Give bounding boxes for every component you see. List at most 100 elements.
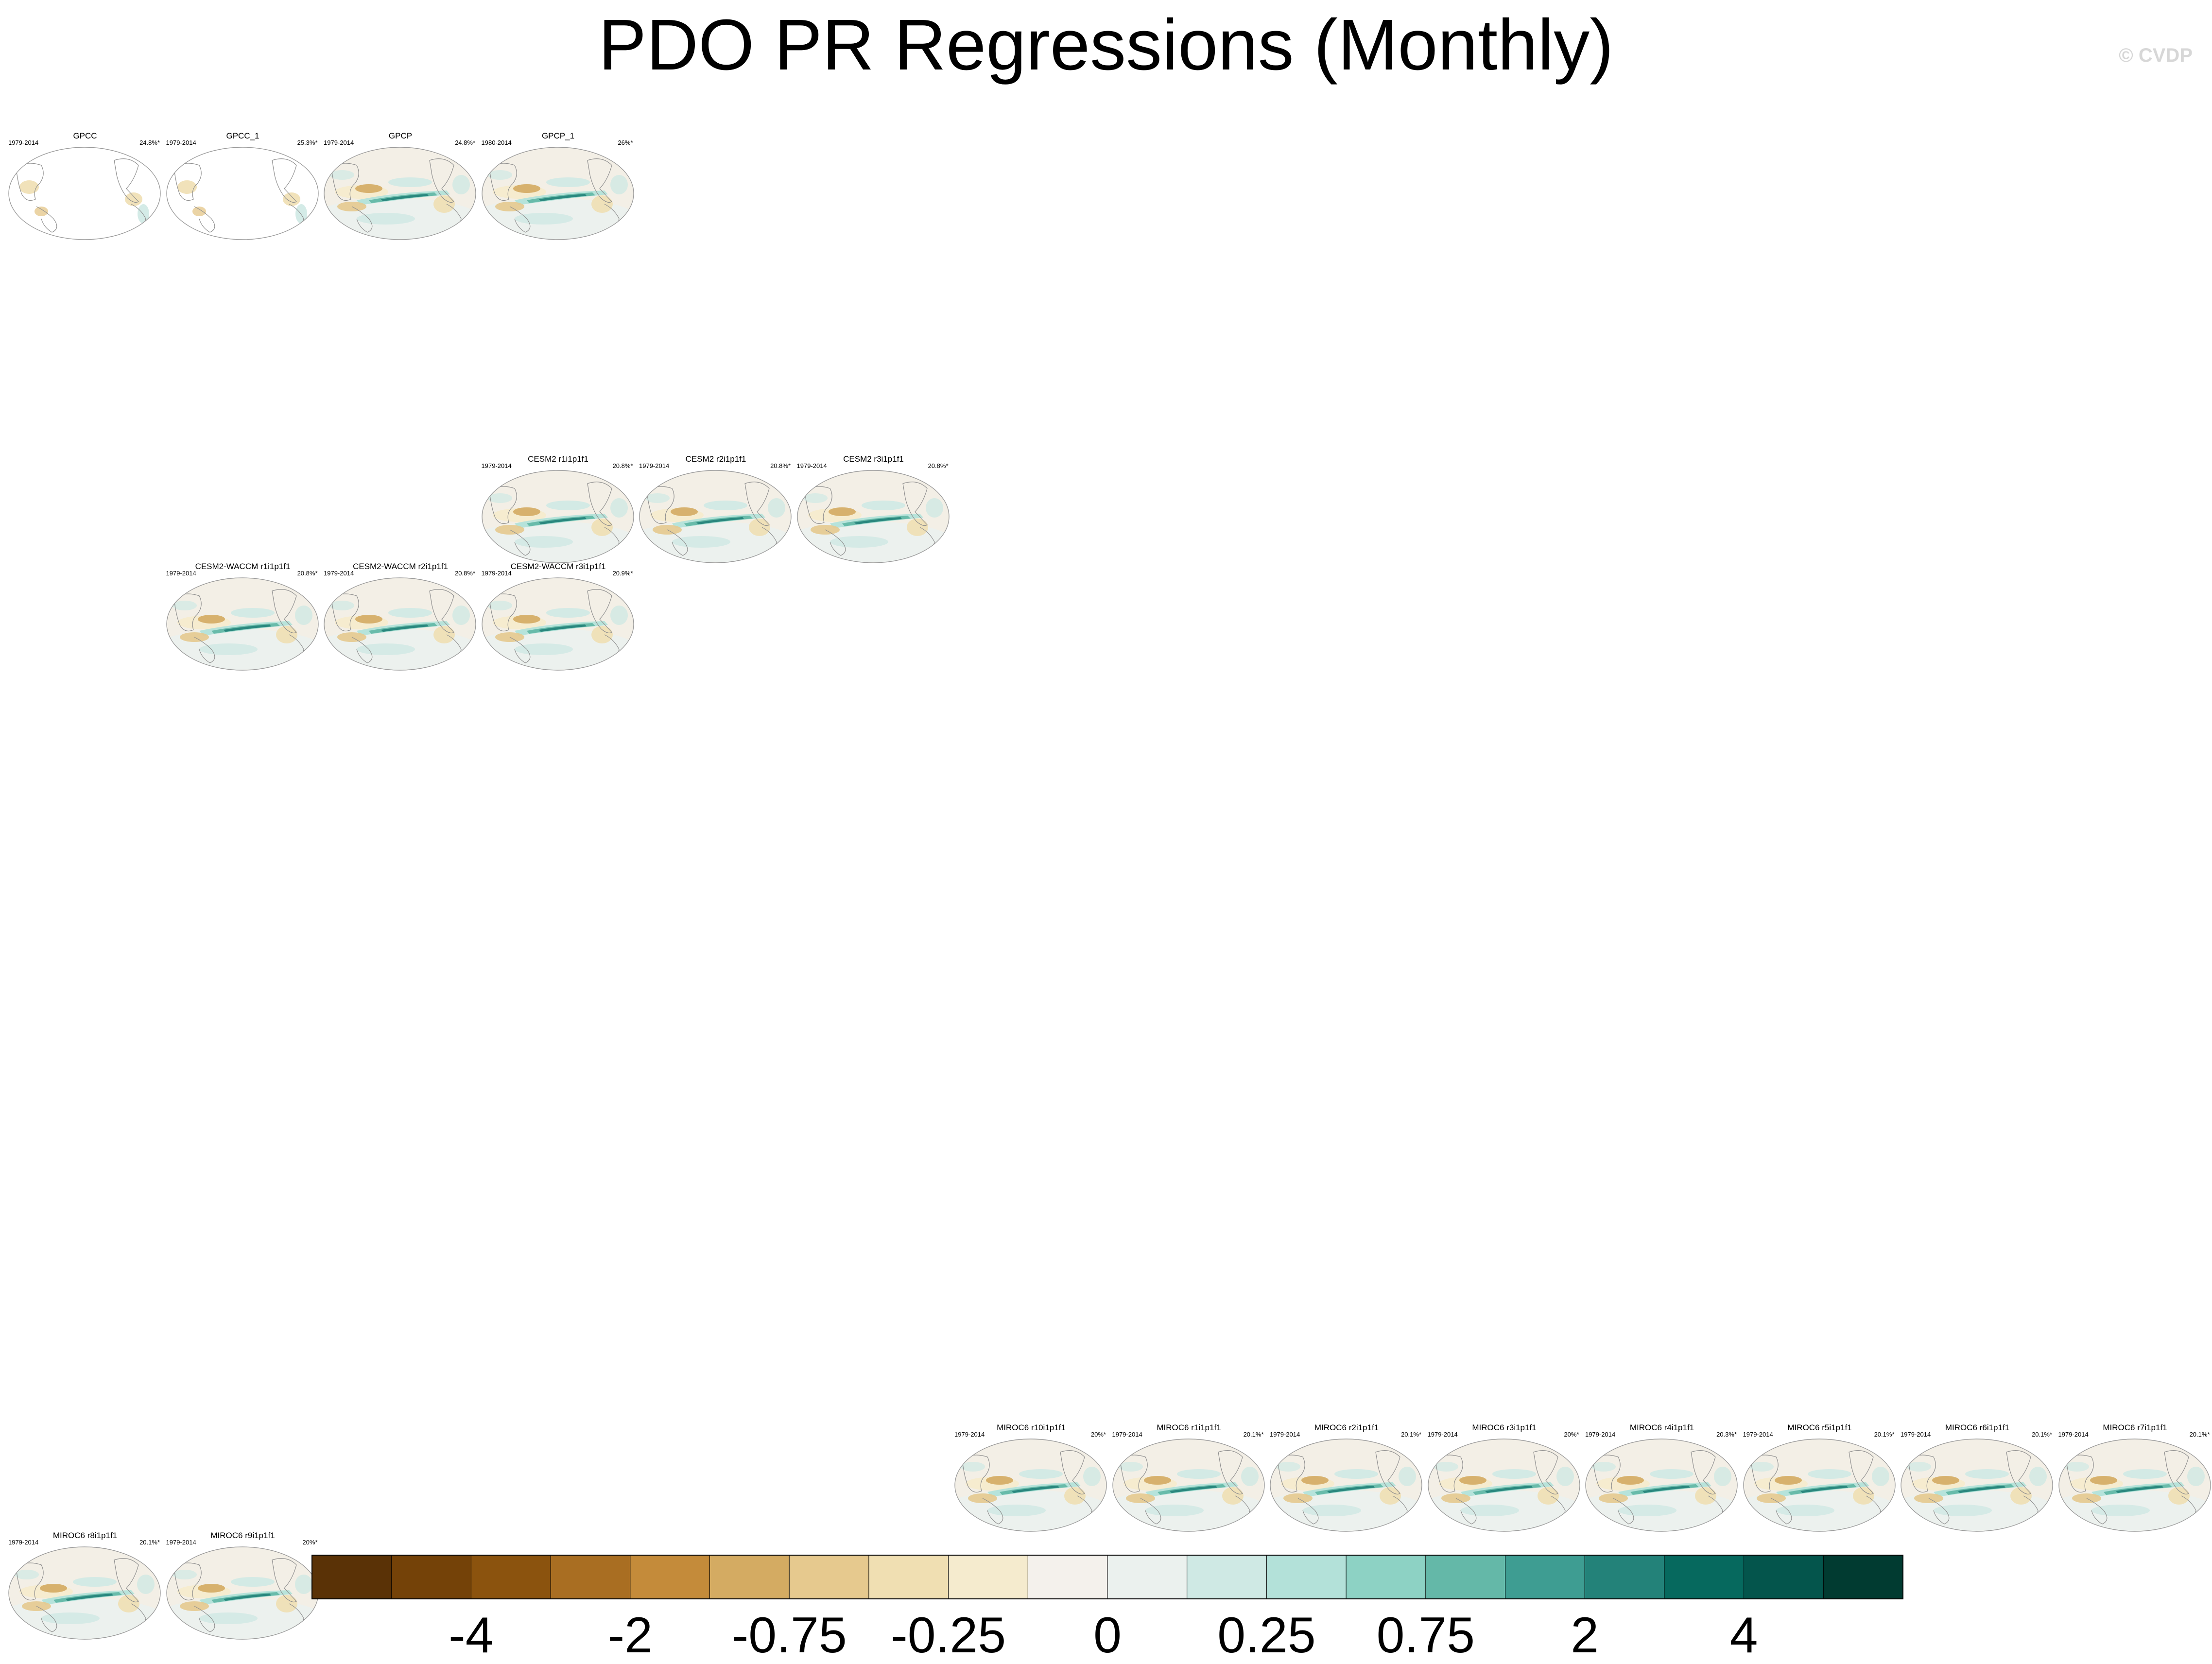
panel-title: MIROC6 r7i1p1f1 [2103,1423,2167,1432]
panel-years: 1979-2014 [481,570,512,577]
colorbar-swatch [1664,1555,1745,1599]
panel-map [1743,1439,1896,1532]
panel-percent: 24.8%* [455,139,475,146]
panel-percent: 26%* [618,139,633,146]
panel-title: MIROC6 r10i1p1f1 [997,1423,1066,1432]
panel-map [639,469,792,563]
colorbar-tick-label: -2 [608,1607,653,1664]
colorbar-tick-label: 2 [1571,1607,1599,1664]
panel-title: GPCP_1 [541,131,575,140]
map-panel: MIROC6 r8i1p1f1 1979-2014 20.1%* [7,1531,163,1643]
panel-years: 1979-2014 [481,462,512,469]
panel-percent: 24.8%* [139,139,160,146]
panel-map [8,1546,161,1640]
colorbar-swatch [551,1555,631,1599]
colorbar-swatch [391,1555,471,1599]
panel-map [481,577,634,671]
panel-map [324,147,476,240]
panel-years: 1980-2014 [481,139,512,146]
colorbar-swatch [1028,1555,1108,1599]
colorbar-swatch [1823,1555,1903,1599]
panel-years: 1979-2014 [639,462,670,469]
colorbar-swatch [1107,1555,1188,1599]
colorbar-swatch [630,1555,710,1599]
map-panel: MIROC6 r5i1p1f1 1979-2014 20.1%* [1742,1423,1898,1535]
colorbar-tick-label: 0.75 [1377,1607,1475,1664]
map-panel: CESM2 r3i1p1f1 1979-2014 20.8%* [796,454,951,566]
panel-percent: 25.3%* [297,139,318,146]
colorbar-swatch [1744,1555,1824,1599]
panel-percent: 20.8%* [928,462,949,469]
colorbar-swatch [471,1555,551,1599]
panel-years: 1979-2014 [796,462,827,469]
panel-title: CESM2 r2i1p1f1 [685,454,746,464]
panel-title: MIROC6 r5i1p1f1 [1787,1423,1852,1432]
panel-map [481,147,634,240]
panel-percent: 20%* [1090,1431,1106,1438]
panel-title: CESM2-WACCM r3i1p1f1 [510,562,606,571]
panel-map [1427,1439,1580,1532]
panel-years: 1979-2014 [1112,1431,1142,1438]
panel-years: 1979-2014 [1270,1431,1300,1438]
map-panel: MIROC6 r7i1p1f1 1979-2014 20.1%* [2057,1423,2212,1535]
panel-percent: 20.8%* [612,462,633,469]
panel-map [166,1546,319,1640]
colorbar-tick-label: -0.25 [891,1607,1006,1664]
panel-map [1112,1439,1265,1532]
panel-years: 1979-2014 [954,1431,985,1438]
map-panel: CESM2-WACCM r3i1p1f1 1979-2014 20.9%* [481,562,636,674]
map-panel: MIROC6 r9i1p1f1 1979-2014 20%* [165,1531,321,1643]
panel-years: 1979-2014 [8,1538,39,1546]
panel-percent: 20.1%* [1401,1431,1421,1438]
panel-years: 1979-2014 [1901,1431,1931,1438]
panel-years: 1979-2014 [1743,1431,1773,1438]
panel-percent: 20.8%* [297,570,318,577]
panel-years: 1979-2014 [1585,1431,1616,1438]
panel-map [166,147,319,240]
panel-map [954,1439,1107,1532]
colorbar-tick-label: 0.25 [1217,1607,1315,1664]
panel-percent: 20.8%* [770,462,791,469]
panel-title: MIROC6 r3i1p1f1 [1472,1423,1537,1432]
colorbar-tick-label: 0 [1093,1607,1122,1664]
panel-title: GPCP [388,131,413,140]
panel-title: CESM2 r3i1p1f1 [843,454,904,464]
panel-title: MIROC6 r1i1p1f1 [1157,1423,1221,1432]
map-panel: CESM2 r2i1p1f1 1979-2014 20.8%* [638,454,794,566]
panel-years: 1979-2014 [166,1538,196,1546]
panel-map [2058,1439,2211,1532]
colorbar-tick-label: 4 [1730,1607,1758,1664]
map-panel: GPCC 1979-2014 24.8%* [7,131,163,243]
map-panel: GPCP 1979-2014 24.8%* [323,131,478,243]
panel-title: MIROC6 r8i1p1f1 [52,1530,118,1540]
map-panel: GPCC_1 1979-2014 25.3%* [165,131,321,243]
panel-title: MIROC6 r2i1p1f1 [1314,1423,1379,1432]
panel-percent: 20.1%* [1874,1431,1895,1438]
panel-title: MIROC6 r9i1p1f1 [210,1530,275,1540]
map-panel: MIROC6 r4i1p1f1 1979-2014 20.3%* [1584,1423,1740,1535]
colorbar-swatch [1346,1555,1426,1599]
panel-percent: 20.3%* [1716,1431,1737,1438]
page-title: PDO PR Regressions (Monthly) [598,5,1614,85]
panel-years: 1979-2014 [2058,1431,2089,1438]
panel-years: 1979-2014 [324,570,354,577]
colorbar-tick-label: -0.75 [732,1607,847,1664]
colorbar-swatch [868,1555,949,1599]
map-panel: CESM2 r1i1p1f1 1979-2014 20.8%* [481,454,636,566]
panel-map [1585,1439,1738,1532]
colorbar-swatch [789,1555,869,1599]
map-panel: MIROC6 r2i1p1f1 1979-2014 20.1%* [1269,1423,1424,1535]
panel-map [796,469,950,563]
map-panel: MIROC6 r10i1p1f1 1979-2014 20%* [953,1423,1109,1535]
panel-map [8,147,161,240]
colorbar-swatch [312,1555,392,1599]
cvdp-credit: © CVDP [2119,45,2193,66]
panel-percent: 20.1%* [139,1538,160,1546]
panel-percent: 20.1%* [2032,1431,2052,1438]
map-panel: MIROC6 r6i1p1f1 1979-2014 20.1%* [1900,1423,2055,1535]
panel-percent: 20.1%* [2189,1431,2210,1438]
panel-years: 1979-2014 [324,139,354,146]
colorbar-swatch [1425,1555,1505,1599]
panel-title: CESM2 r1i1p1f1 [528,454,588,464]
